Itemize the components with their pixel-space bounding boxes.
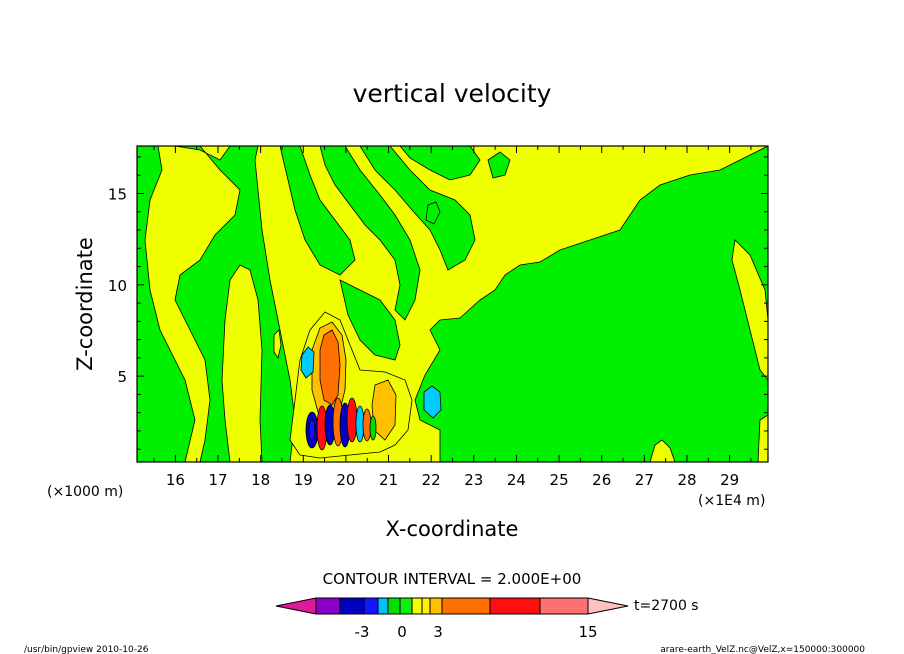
y-axis-ticks: 5 10 15 (108, 156, 768, 450)
time-label: t=2700 s (634, 598, 699, 614)
x-axis-ticks: 16 17 18 19 20 21 22 23 24 25 26 27 28 29 (153, 146, 752, 489)
field-band-green-left (137, 146, 196, 462)
colorbar-tick-label: 15 (578, 623, 597, 641)
colorbar-tick-labels: -3 0 3 15 (355, 623, 598, 641)
field-cyan-right (423, 385, 442, 419)
field-region-yellow-bottom-right (649, 439, 676, 462)
y-tick-label: 5 (117, 368, 127, 386)
field-blob-green-small2 (487, 151, 511, 179)
field-region-green-main (414, 146, 768, 462)
field-region-yellow-corner (757, 414, 768, 462)
x-unit-left: (×1000 m) (47, 484, 123, 500)
field-band-green-2 (174, 146, 296, 462)
colorbar-segment (411, 597, 423, 615)
x-tick-label: 26 (592, 471, 611, 489)
colorbar-segment (489, 597, 541, 615)
x-tick-label: 29 (720, 471, 739, 489)
colorbar-segment (315, 597, 341, 615)
colorbar (275, 597, 629, 615)
colorbar-max-arrow (587, 597, 629, 615)
colorbar-segment (539, 597, 589, 615)
colorbar-segment (399, 597, 413, 615)
x-tick-label: 17 (208, 471, 227, 489)
field-core-orange-right (371, 379, 397, 441)
colorbar-tick-label: 3 (433, 623, 443, 641)
field-cyan-left (300, 346, 315, 379)
field-region-yellow-right (731, 239, 768, 381)
y-axis-label: Z-coordinate (73, 237, 97, 371)
colorbar-segment (387, 597, 401, 615)
colorbar-segment (421, 597, 431, 615)
field-core-deep-orange (319, 329, 341, 406)
x-tick-label: 25 (550, 471, 569, 489)
footer-right: arare-earth_VelZ.nc@VelZ,x=150000:300000 (660, 645, 865, 654)
field-band-green-4 (319, 146, 421, 321)
colorbar-segment (429, 597, 443, 615)
x-tick-label: 23 (464, 471, 483, 489)
footer-left: /usr/bin/gpview 2010-10-26 (24, 645, 149, 654)
x-tick-label: 21 (379, 471, 398, 489)
colorbar-segment (441, 597, 491, 615)
colorbar-segment (339, 597, 365, 615)
field-yellow-small-left (273, 329, 282, 359)
x-tick-label: 16 (166, 471, 185, 489)
surface-cells (305, 397, 377, 451)
colorbar-segment (377, 597, 389, 615)
y-tick-label: 15 (108, 185, 127, 203)
field-band-green-mid (339, 279, 401, 361)
field-blob-green-small (425, 201, 441, 225)
x-tick-label: 18 (251, 471, 270, 489)
x-tick-label: 24 (507, 471, 526, 489)
colorbar-min-arrow (275, 597, 317, 615)
x-axis-label: X-coordinate (386, 517, 519, 541)
x-tick-label: 27 (635, 471, 654, 489)
x-tick-label: 19 (294, 471, 313, 489)
colorbar-tick-label: 0 (397, 623, 407, 641)
x-tick-label: 28 (677, 471, 696, 489)
x-tick-label: 22 (422, 471, 441, 489)
colorbar-segment (363, 597, 379, 615)
colorbar-tick-label: -3 (355, 623, 370, 641)
field-band-green-3 (279, 146, 356, 276)
x-tick-label: 20 (336, 471, 355, 489)
field-band-green-5 (359, 146, 476, 271)
x-unit-right: (×1E4 m) (698, 493, 765, 509)
contour-interval-text: CONTOUR INTERVAL = 2.000E+00 (323, 570, 582, 588)
field-band-green-6 (399, 146, 481, 181)
plot-area (137, 146, 768, 462)
chart-title: vertical velocity (353, 79, 552, 108)
y-tick-label: 10 (108, 277, 127, 295)
